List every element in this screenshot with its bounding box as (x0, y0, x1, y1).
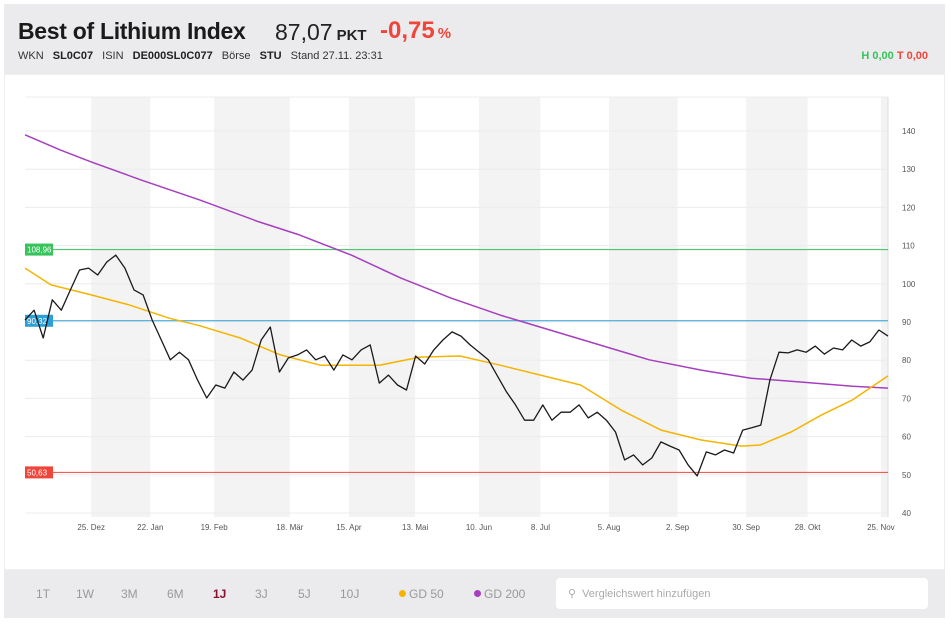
level-badge (25, 243, 53, 256)
x-tick-label: 8. Jul (531, 523, 550, 532)
time-band (609, 97, 678, 517)
wkn-value: SL0C07 (52, 50, 94, 62)
level-badge (25, 466, 53, 479)
range-10J[interactable]: 10J (340, 587, 360, 601)
instrument-title: Best of Lithium Index (18, 18, 246, 44)
range-3M[interactable]: 3M (121, 587, 138, 601)
range-6M[interactable]: 6M (167, 587, 184, 601)
chart-toolbar: 1T 1W 3M 6M 1J 3J 5J 10J GD 50 GD 200 ⚲ Vergleic… (4, 570, 945, 618)
last-price: 87,07 PKT (275, 19, 367, 46)
timestamp: Stand 27.11. 23:31 (290, 50, 383, 62)
day-high: H 0,00 (861, 50, 894, 62)
wkn-label: WKN (18, 50, 44, 62)
instrument-meta: WKN SL0C07 ISIN DE000SL0C077 Börse STU S… (18, 50, 389, 62)
x-tick-label: 25. Dez (77, 523, 105, 532)
search-placeholder: Vergleichswert hinzufügen (582, 587, 711, 600)
change-unit: % (437, 25, 452, 42)
time-band (880, 97, 888, 517)
time-band (348, 97, 416, 517)
change-value: -0,75 (380, 17, 435, 44)
legend-gd200[interactable]: GD 200 (474, 587, 525, 601)
x-tick-label: 10. Jun (466, 523, 492, 532)
legend-gd50[interactable]: GD 50 (399, 587, 444, 601)
x-tick-label: 19. Feb (201, 523, 229, 532)
x-tick-label: 25. Nov (867, 523, 895, 532)
y-tick-label: 110 (902, 242, 915, 251)
range-1W[interactable]: 1W (76, 587, 94, 601)
high-low: H 0,00 T 0,00 (861, 50, 928, 62)
range-5J[interactable]: 5J (298, 587, 311, 601)
series-gd50 (24, 267, 889, 447)
day-low: T 0,00 (896, 50, 928, 62)
series-gd200 (24, 134, 889, 389)
exchange-label: Börse (221, 50, 251, 62)
y-tick-label: 120 (902, 203, 916, 212)
x-tick-label: 30. Sep (732, 523, 760, 532)
price-unit: PKT (336, 27, 367, 44)
gd50-dot-icon (399, 590, 406, 597)
y-tick-label: 100 (902, 280, 916, 289)
price-change: -0,75% (380, 17, 451, 45)
series-kurs (24, 254, 889, 477)
exchange-value: STU (259, 50, 282, 62)
isin-value: DE000SL0C077 (132, 50, 213, 62)
compare-search-input[interactable]: ⚲ Vergleichswert hinzufügen (556, 578, 928, 609)
y-tick-label: 130 (902, 165, 916, 174)
level-label: 108,96 (27, 246, 52, 255)
legend-label: GD 200 (484, 587, 526, 601)
x-tick-label: 13. Mai (402, 523, 428, 532)
price-value: 87,07 (275, 19, 333, 45)
x-tick-label: 22. Jan (137, 523, 163, 532)
y-tick-label: 40 (902, 509, 911, 518)
range-1J[interactable]: 1J (213, 587, 227, 601)
gd200-dot-icon (474, 590, 481, 597)
search-icon: ⚲ (568, 588, 577, 600)
x-tick-label: 5. Aug (598, 523, 621, 532)
y-tick-label: 60 (902, 433, 911, 442)
time-band (214, 97, 290, 517)
x-tick-label: 18. Mär (276, 523, 303, 532)
legend-label: GD 50 (409, 587, 444, 601)
x-tick-label: 15. Apr (336, 523, 362, 532)
range-3J[interactable]: 3J (255, 587, 268, 601)
y-tick-label: 70 (902, 394, 911, 403)
y-tick-label: 90 (902, 318, 911, 327)
y-tick-label: 50 (902, 471, 911, 480)
y-tick-label: 80 (902, 356, 911, 365)
level-label: 50,63 (27, 468, 48, 477)
time-band (478, 97, 541, 517)
time-band (746, 97, 808, 517)
range-1T[interactable]: 1T (36, 587, 51, 601)
y-tick-label: 140 (902, 127, 916, 136)
isin-label: ISIN (102, 50, 124, 62)
x-tick-label: 28. Okt (795, 523, 822, 532)
quote-header: Best of Lithium Index 87,07 PKT -0,75% WK… (4, 4, 945, 74)
time-band (91, 97, 151, 517)
x-tick-label: 2. Sep (666, 523, 690, 532)
